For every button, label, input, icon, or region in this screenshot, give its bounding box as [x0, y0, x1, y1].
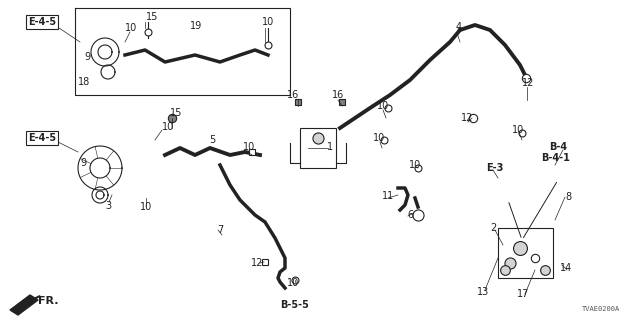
Text: 17: 17	[517, 289, 529, 299]
Text: 15: 15	[146, 12, 158, 22]
Text: 2: 2	[490, 223, 496, 233]
Text: 10: 10	[140, 202, 152, 212]
Text: 16: 16	[332, 90, 344, 100]
Bar	[498, 228, 553, 278]
Text: 9: 9	[84, 52, 90, 62]
Text: 16: 16	[287, 90, 299, 100]
Text: 10: 10	[125, 23, 137, 33]
Text: 4: 4	[456, 22, 462, 32]
Text: 9: 9	[80, 158, 86, 168]
Text: B-5-5: B-5-5	[280, 300, 309, 310]
Text: 10: 10	[262, 17, 274, 27]
Text: 5: 5	[209, 135, 215, 145]
Text: 11: 11	[382, 191, 394, 201]
Text: 10: 10	[162, 122, 174, 132]
Bar	[300, 128, 336, 168]
Text: B-4: B-4	[549, 142, 567, 152]
Text: FR.: FR.	[38, 296, 58, 306]
Text: 1: 1	[327, 142, 333, 152]
Text: 3: 3	[105, 201, 111, 211]
Text: 13: 13	[477, 287, 489, 297]
Text: 10: 10	[373, 133, 385, 143]
Text: 10: 10	[243, 142, 255, 152]
Text: 18: 18	[78, 77, 90, 87]
Text: 10: 10	[409, 160, 421, 170]
Text: E-4-5: E-4-5	[28, 17, 56, 27]
Text: B-4-1: B-4-1	[541, 153, 570, 163]
Text: 8: 8	[565, 192, 571, 202]
Text: 6: 6	[407, 210, 413, 220]
Text: 19: 19	[190, 21, 202, 31]
Text: E-3: E-3	[486, 163, 504, 173]
Text: 10: 10	[377, 101, 389, 111]
Polygon shape	[10, 295, 38, 315]
Text: 10: 10	[512, 125, 524, 135]
Text: 12: 12	[522, 78, 534, 88]
Text: 10: 10	[287, 278, 299, 288]
Text: 14: 14	[560, 263, 572, 273]
Text: E-4-5: E-4-5	[28, 133, 56, 143]
Text: 7: 7	[217, 225, 223, 235]
Text: 12: 12	[251, 258, 263, 268]
Text: 12: 12	[461, 113, 473, 123]
Text: TVAE0200A: TVAE0200A	[582, 306, 620, 312]
Text: 15: 15	[170, 108, 182, 118]
